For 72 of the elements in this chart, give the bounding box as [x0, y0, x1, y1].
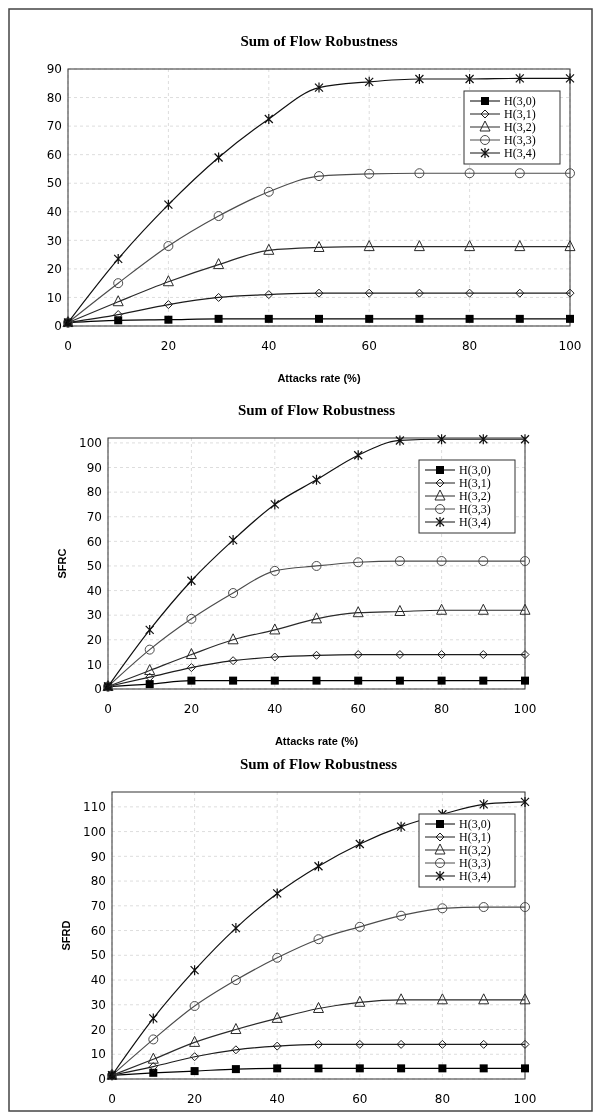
y-tick-label: 50 [86, 559, 102, 574]
legend-label: H(3,0) [459, 463, 491, 478]
x-tick-label: 80 [433, 702, 450, 716]
y-tick-label: 40 [86, 583, 102, 598]
x-tick-label: 100 [558, 339, 582, 353]
legend-label: H(3,2) [504, 120, 536, 135]
y-tick-label: 70 [46, 119, 62, 134]
x-tick-label: 40 [261, 339, 277, 353]
x-tick-label: 0 [64, 339, 72, 353]
x-tick-label: 60 [361, 339, 377, 353]
y-tick-label: 0 [98, 1072, 106, 1087]
legend-label: H(3,0) [459, 817, 491, 832]
y-axis-title: SFRD [60, 920, 72, 951]
y-tick-label: 60 [86, 534, 102, 549]
chart-title: Sum of Flow Robustness [237, 402, 396, 418]
y-tick-label: 50 [46, 176, 62, 191]
y-tick-label: 10 [86, 657, 102, 672]
x-tick-label: 100 [513, 702, 537, 716]
y-tick-label: 20 [90, 1022, 106, 1037]
y-tick-label: 10 [46, 290, 62, 305]
x-tick-label: 80 [434, 1092, 451, 1106]
y-tick-label: 100 [79, 436, 102, 451]
legend-label: H(3,1) [504, 107, 536, 122]
x-tick-label: 40 [269, 1092, 285, 1106]
y-tick-label: 60 [90, 923, 106, 938]
legend-label: H(3,4) [459, 515, 491, 530]
y-tick-label: 100 [83, 824, 106, 839]
legend-label: H(3,3) [459, 856, 491, 871]
x-tick-label: 40 [267, 702, 283, 716]
y-tick-label: 30 [90, 997, 106, 1012]
y-tick-label: 60 [46, 147, 62, 162]
legend-label: H(3,2) [459, 843, 491, 858]
y-tick-label: 30 [46, 233, 62, 248]
y-tick-label: 0 [94, 682, 102, 697]
x-tick-label: 0 [108, 1092, 116, 1106]
y-tick-label: 20 [86, 632, 102, 647]
y-tick-label: 10 [90, 1047, 106, 1062]
legend-label: H(3,1) [459, 830, 491, 845]
y-tick-label: 70 [86, 509, 102, 524]
y-tick-label: 70 [90, 899, 106, 914]
legend-label: H(3,1) [459, 476, 491, 491]
y-tick-label: 90 [86, 460, 102, 475]
y-tick-label: 50 [90, 948, 106, 963]
y-tick-label: 40 [90, 973, 106, 988]
x-tick-label: 60 [352, 1092, 368, 1106]
y-axis-title: SFRC [56, 548, 68, 579]
legend-label: H(3,0) [504, 94, 536, 109]
x-tick-label: 20 [160, 339, 177, 353]
y-tick-label: 90 [90, 849, 106, 864]
y-tick-label: 80 [46, 90, 62, 105]
x-tick-label: 100 [513, 1092, 537, 1106]
legend-label: H(3,4) [504, 146, 536, 161]
y-tick-label: 80 [86, 485, 102, 500]
y-tick-label: 40 [46, 204, 62, 219]
x-tick-label: 80 [461, 339, 478, 353]
x-tick-label: 20 [186, 1092, 203, 1106]
chart-title: Sum of Flow Robustness [240, 33, 398, 49]
y-tick-label: 80 [90, 874, 106, 889]
legend-label: H(3,4) [459, 869, 491, 884]
x-axis-title: Attacks rate (%) [274, 735, 359, 747]
y-tick-label: 110 [83, 800, 106, 815]
legend-label: H(3,2) [459, 489, 491, 504]
chart-title: Sum of Flow Robustness [239, 756, 398, 772]
x-tick-label: 60 [350, 702, 366, 716]
x-axis-title: Attacks rate (%) [277, 372, 361, 384]
y-tick-label: 90 [46, 62, 62, 77]
y-tick-label: 0 [54, 319, 62, 334]
legend-label: H(3,3) [504, 133, 536, 148]
x-tick-label: 20 [183, 702, 200, 716]
y-tick-label: 30 [86, 608, 102, 623]
legend-label: H(3,3) [459, 502, 491, 517]
y-tick-label: 20 [46, 262, 62, 277]
